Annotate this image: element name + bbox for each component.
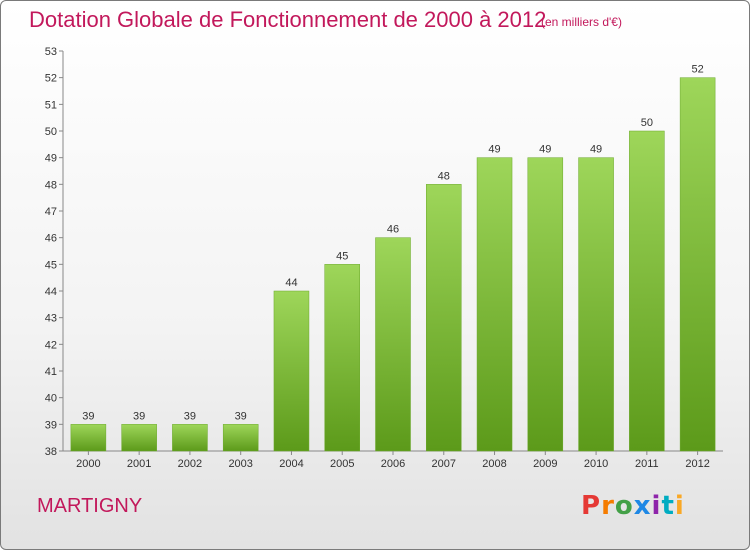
y-tick-label: 42: [45, 339, 57, 351]
x-tick-label: 2002: [178, 458, 202, 470]
logo-letter: P: [581, 491, 602, 521]
y-tick-label: 38: [45, 446, 57, 458]
y-tick-label: 53: [45, 46, 57, 58]
x-tick-label: 2003: [228, 458, 252, 470]
bar-value-label: 46: [387, 224, 399, 236]
x-tick-label: 2004: [279, 458, 303, 470]
bar: [375, 237, 411, 452]
x-tick-label: 2005: [330, 458, 354, 470]
y-tick-label: 49: [45, 153, 57, 165]
logo-letter: x: [633, 491, 652, 521]
unit-note: (en milliers d'€): [541, 15, 622, 29]
bar-value-label: 49: [539, 144, 551, 156]
bar: [121, 424, 157, 452]
x-tick-label: 2001: [127, 458, 151, 470]
y-tick-label: 40: [45, 393, 57, 405]
bar-value-label: 39: [235, 410, 247, 422]
logo-letter: i: [651, 491, 662, 521]
bar: [324, 264, 360, 452]
bar-value-label: 49: [590, 144, 602, 156]
y-tick-label: 44: [45, 286, 57, 298]
x-tick-label: 2011: [635, 458, 659, 470]
x-tick-label: 2007: [432, 458, 456, 470]
bar: [629, 130, 665, 452]
logo-letter: r: [601, 491, 615, 521]
y-tick-label: 51: [45, 99, 57, 111]
y-tick-label: 46: [45, 233, 57, 245]
bar: [679, 77, 716, 452]
bar: [172, 424, 208, 452]
y-tick-label: 47: [45, 206, 57, 218]
bar-value-label: 39: [82, 410, 94, 422]
x-tick-label: 2012: [685, 458, 709, 470]
bar-value-label: 45: [336, 250, 348, 262]
municipality-name: MARTIGNY: [37, 495, 143, 517]
bar: [426, 184, 462, 452]
y-tick-label: 43: [45, 313, 57, 325]
bar: [70, 424, 107, 452]
bar-value-label: 39: [184, 410, 196, 422]
bar: [527, 157, 564, 452]
proxiti-logo: Proxiti: [581, 491, 685, 521]
chart-title: Dotation Globale de Fonctionnement de 20…: [29, 7, 547, 32]
x-tick-label: 2006: [381, 458, 405, 470]
bar-value-label: 44: [285, 277, 297, 289]
bar-value-label: 50: [641, 117, 653, 129]
y-tick-label: 48: [45, 179, 57, 191]
bar-value-label: 39: [133, 410, 145, 422]
bar-value-label: 52: [691, 64, 703, 76]
bar: [273, 290, 310, 452]
bar: [578, 157, 614, 452]
y-tick-label: 50: [45, 126, 57, 138]
y-tick-label: 45: [45, 259, 57, 271]
logo-letter: i: [674, 491, 685, 521]
x-tick-label: 2009: [533, 458, 557, 470]
logo-letter: t: [661, 491, 675, 521]
bar: [222, 424, 259, 452]
bar-value-label: 48: [438, 170, 450, 182]
x-tick-label: 2008: [482, 458, 506, 470]
x-tick-label: 2010: [584, 458, 608, 470]
y-tick-label: 41: [45, 366, 57, 378]
x-tick-label: 2000: [76, 458, 100, 470]
bar-value-label: 49: [488, 144, 500, 156]
bar: [476, 157, 513, 452]
y-tick-label: 52: [45, 73, 57, 85]
logo-letter: o: [614, 491, 634, 521]
y-tick-label: 39: [45, 419, 57, 431]
